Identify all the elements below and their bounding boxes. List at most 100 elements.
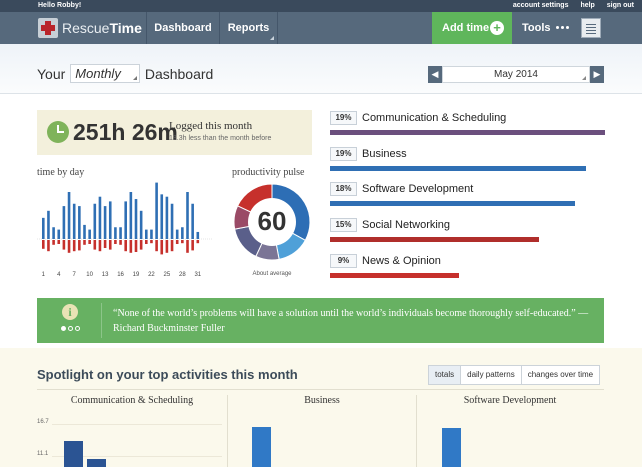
distracting-day-bar xyxy=(175,240,179,244)
category-row[interactable]: 15% Social Networking xyxy=(330,218,620,248)
productive-day-bar xyxy=(155,182,158,239)
logged-comparison: 18.3h less than the month before xyxy=(169,135,272,142)
quote-banner: i “None of the world’s problems will hav… xyxy=(37,298,604,343)
quote-text: “None of the world’s problems will have … xyxy=(113,308,589,334)
nav-divider xyxy=(219,12,220,44)
category-row[interactable]: 18% Software Development xyxy=(330,182,620,212)
distracting-day-bar xyxy=(98,240,102,252)
productive-day-bar xyxy=(114,227,117,239)
month-selector: ◀ May 2014 ▶ xyxy=(428,66,604,83)
distracting-day-bar xyxy=(62,240,66,250)
logged-hours: 251h 26m xyxy=(73,119,178,145)
category-row[interactable]: 9% News & Opinion xyxy=(330,254,620,284)
prev-month-button[interactable]: ◀ xyxy=(428,66,442,83)
x-tick-label: 25 xyxy=(164,272,171,278)
distracting-day-bar xyxy=(181,240,184,244)
quote-pager[interactable] xyxy=(61,326,80,331)
distracting-day-bar xyxy=(139,240,143,250)
next-month-button[interactable]: ▶ xyxy=(590,66,604,83)
spotlight-bar xyxy=(87,459,106,467)
productive-day-bar xyxy=(93,203,97,239)
dropdown-caret-icon xyxy=(582,76,586,80)
productive-day-bar xyxy=(160,194,164,239)
productive-day-bar xyxy=(124,201,127,239)
spotlight-column-title: Software Development xyxy=(463,395,557,406)
productivity-pulse-label: productivity pulse xyxy=(232,167,305,178)
category-bar xyxy=(330,273,460,278)
page-title: Your Monthly Dashboard xyxy=(37,64,213,83)
brand-name: RescueTime xyxy=(62,20,142,36)
pulse-score: 60 xyxy=(257,206,287,236)
period-selector[interactable]: Monthly xyxy=(70,64,140,83)
sign-out-link[interactable]: sign out xyxy=(606,2,634,9)
section-divider xyxy=(37,389,604,390)
pager-dot[interactable] xyxy=(68,326,73,331)
productive-day-bar xyxy=(52,227,55,239)
distracting-day-bar xyxy=(103,240,107,248)
logged-label: Logged this month xyxy=(169,120,253,132)
category-percent: 15% xyxy=(330,218,357,232)
distracting-day-bar xyxy=(150,240,153,244)
productive-day-bar xyxy=(42,217,45,239)
pulse-rating: About average xyxy=(252,271,292,277)
top-utility-bar: Hello Robby! account settings help sign … xyxy=(0,0,642,12)
add-time-button[interactable]: Add time + xyxy=(432,12,512,44)
x-tick-label: 22 xyxy=(148,272,155,278)
nav-dashboard[interactable]: Dashboard xyxy=(154,22,212,34)
more-dots-icon xyxy=(556,26,569,29)
tools-label: Tools xyxy=(522,22,551,34)
productive-day-bar xyxy=(134,199,138,239)
tools-menu[interactable]: Tools xyxy=(512,12,576,44)
productive-day-bar xyxy=(78,206,81,239)
pager-dot[interactable] xyxy=(75,326,80,331)
category-percent: 19% xyxy=(330,147,357,161)
distracting-day-bar xyxy=(124,240,127,252)
distracting-day-bar xyxy=(72,240,76,252)
x-tick-label: 13 xyxy=(102,272,109,278)
productive-day-bar xyxy=(67,192,71,239)
month-dropdown[interactable]: May 2014 xyxy=(442,66,590,83)
title-prefix: Your xyxy=(37,65,66,82)
distracting-day-bar xyxy=(88,240,91,244)
productive-day-bar xyxy=(119,227,122,239)
spotlight-tabs: totals daily patterns changes over time xyxy=(428,365,601,385)
productive-day-bar xyxy=(108,201,112,239)
tab-totals[interactable]: totals xyxy=(429,366,461,384)
y-tick-label: 16.7 xyxy=(37,419,49,425)
distracting-day-bar xyxy=(186,240,189,253)
productive-day-bar xyxy=(88,229,91,239)
period-value: Monthly xyxy=(75,66,121,81)
cross-logo-icon xyxy=(38,18,58,38)
category-row[interactable]: 19% Communication & Scheduling xyxy=(330,111,620,141)
pager-dot[interactable] xyxy=(61,326,66,331)
greeting: Hello Robby! xyxy=(38,2,82,9)
tab-daily-patterns[interactable]: daily patterns xyxy=(460,366,521,384)
category-row[interactable]: 19% Business xyxy=(330,147,620,177)
nav-reports[interactable]: Reports xyxy=(220,12,277,44)
column-divider xyxy=(416,395,417,467)
category-name: News & Opinion xyxy=(362,255,441,267)
tab-changes-over-time[interactable]: changes over time xyxy=(520,366,599,384)
distracting-day-bar xyxy=(52,240,55,245)
productive-day-bar xyxy=(98,196,102,239)
notes-icon[interactable] xyxy=(581,18,601,38)
help-link[interactable]: help xyxy=(580,2,595,9)
productive-day-bar xyxy=(57,229,61,239)
distracting-day-bar xyxy=(114,240,117,244)
dropdown-caret-icon xyxy=(132,76,137,80)
column-divider xyxy=(227,395,228,467)
category-name: Social Networking xyxy=(362,219,451,231)
category-percent: 9% xyxy=(330,254,357,268)
account-settings-link[interactable]: account settings xyxy=(512,2,569,9)
month-value: May 2014 xyxy=(494,69,538,80)
plus-circle-icon: + xyxy=(490,21,504,35)
distracting-day-bar xyxy=(78,240,81,251)
productive-day-bar xyxy=(181,227,184,239)
distracting-day-bar xyxy=(155,240,158,252)
productive-day-bar xyxy=(72,203,76,239)
rescuetime-logo[interactable]: RescueTime xyxy=(38,18,142,38)
x-tick-label: 1 xyxy=(42,272,46,278)
distracting-day-bar xyxy=(67,240,71,253)
productive-day-bar xyxy=(83,224,86,239)
productive-day-bar xyxy=(129,192,133,239)
